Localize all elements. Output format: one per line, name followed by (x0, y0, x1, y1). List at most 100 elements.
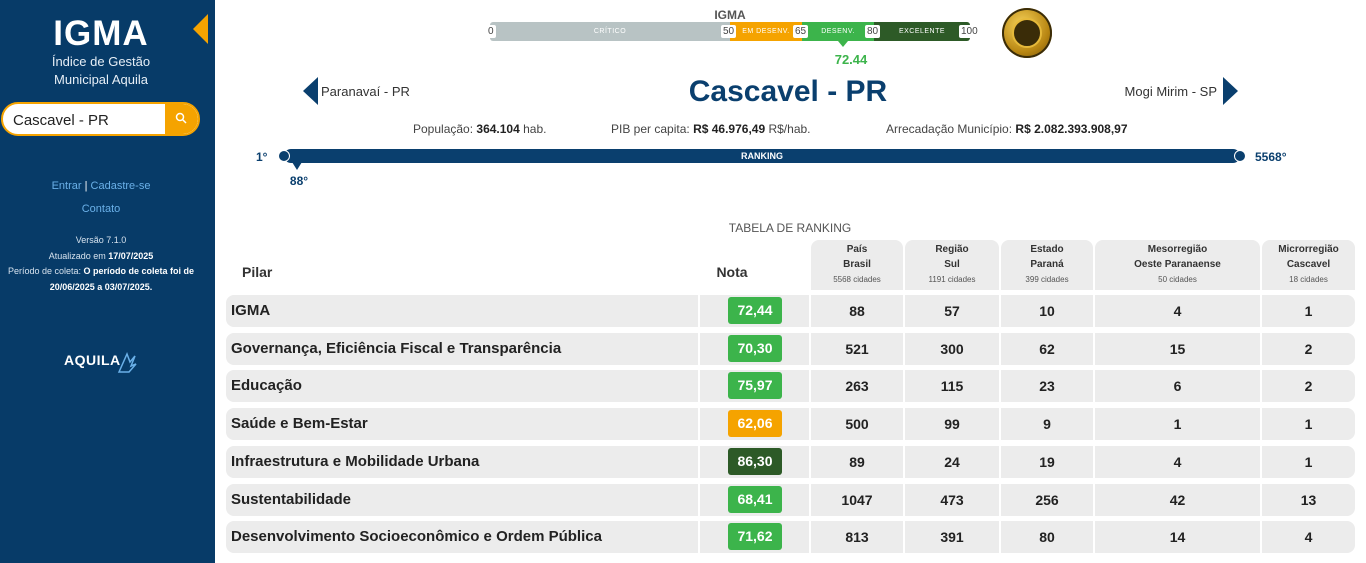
pib-value: R$ 46.976,49 (693, 122, 766, 136)
nota-badge: 75,97 (728, 372, 782, 400)
brand-logo: AQUILA (64, 352, 137, 373)
auth-links: Entrar | Cadastre-se (0, 180, 202, 192)
ranking-position: 88° (289, 174, 309, 188)
rank-regiao: 391 (905, 521, 999, 554)
period-text-2: 20/06/2025 a 03/07/2025. (49, 281, 153, 292)
col-header-line1: Mesorregião (1147, 244, 1208, 255)
col-header-count: 5568 cidades (833, 275, 881, 284)
rank-microrregiao: 2 (1262, 370, 1355, 403)
population-value: 364.104 (476, 122, 520, 136)
rank-pais: 500 (811, 408, 903, 441)
col-header-line2: Brasil (843, 259, 871, 270)
score-marker (838, 41, 848, 47)
pilar-name: Educação (226, 370, 698, 403)
logo-subtitle: Índice de Gestão Municipal Aquila (0, 53, 202, 89)
rank-mesorregiao: 14 (1095, 521, 1260, 554)
version-text: Versão 7.1.0 (75, 235, 127, 245)
col-header-line1: País (846, 244, 868, 255)
nota-cell: 86,30 (700, 445, 809, 478)
pilar-name: Sustentabilidade (226, 483, 698, 516)
brand-name: AQUILA (64, 352, 121, 368)
rank-mesorregiao: 4 (1095, 295, 1260, 327)
pilar-name: Saúde e Bem-Estar (226, 408, 698, 441)
rank-pais: 263 (811, 370, 903, 403)
login-link[interactable]: Entrar (51, 180, 82, 192)
col-header-count: 50 cidades (1158, 275, 1197, 284)
rank-pais: 813 (811, 521, 903, 554)
auth-separator: | (84, 180, 88, 192)
nota-badge: 71,62 (728, 523, 782, 551)
col-header-regiao: Região Sul 1191 cidades (905, 240, 999, 290)
col-header-mesorregiao: Mesorregião Oeste Paranaense 50 cidades (1095, 240, 1260, 290)
col-header-line2: Sul (944, 259, 960, 270)
scale-title: IGMA (714, 8, 746, 22)
logo-subtitle-line2: Municipal Aquila (54, 72, 148, 87)
next-city-arrow-icon[interactable] (1223, 77, 1238, 105)
search-box (1, 102, 200, 136)
scale-tick-80: 80 (865, 25, 881, 38)
table-row: Infraestrutura e Mobilidade Urbana 86,30 8… (226, 445, 1355, 478)
rank-estado: 80 (1001, 521, 1093, 554)
segment-critico: CRÍTICO (490, 22, 730, 41)
ranking-max: 5568° (1255, 150, 1287, 164)
ranking-end-dot (1234, 150, 1246, 162)
logo-subtitle-line1: Índice de Gestão (51, 54, 151, 69)
rank-estado: 19 (1001, 445, 1093, 478)
population-stat: População: 364.104 hab. (413, 122, 546, 136)
rank-microrregiao: 1 (1262, 408, 1355, 441)
table-row: Governança, Eficiência Fiscal e Transpar… (226, 332, 1355, 365)
pib-stat: PIB per capita: R$ 46.976,49 R$/hab. (611, 122, 811, 136)
rank-mesorregiao: 15 (1095, 332, 1260, 365)
rank-microrregiao: 1 (1262, 295, 1355, 327)
next-city-link[interactable]: Mogi Mirim - SP (1124, 84, 1217, 99)
medal-center (1012, 18, 1042, 48)
col-header-line1: Estado (1030, 244, 1064, 255)
col-header-line1: Região (935, 244, 969, 255)
rank-microrregiao: 4 (1262, 521, 1355, 554)
ranking-start-dot (278, 150, 290, 162)
period-label: Período de coleta: (7, 266, 82, 276)
prev-city-arrow-icon[interactable] (303, 77, 318, 105)
pilar-name: Governança, Eficiência Fiscal e Transpar… (226, 332, 698, 365)
rank-regiao: 57 (905, 295, 999, 327)
scale-tick-65: 65 (793, 25, 809, 38)
search-button[interactable] (165, 104, 198, 134)
rank-estado: 256 (1001, 483, 1093, 516)
sidebar-collapse-icon[interactable] (193, 14, 208, 44)
table-row: Educação 75,97 263 115 23 6 2 (226, 370, 1355, 403)
rank-mesorregiao: 6 (1095, 370, 1260, 403)
rank-regiao: 115 (905, 370, 999, 403)
city-search-input[interactable] (11, 104, 165, 134)
col-header-line2: Cascavel (1286, 259, 1331, 270)
period-line2: 20/06/2025 a 03/07/2025. (0, 280, 202, 296)
rank-pais: 1047 (811, 483, 903, 516)
rank-pais: 521 (811, 332, 903, 365)
rank-regiao: 24 (905, 445, 999, 478)
rank-estado: 62 (1001, 332, 1093, 365)
table-title: TABELA DE RANKING (728, 221, 852, 235)
rank-regiao: 99 (905, 408, 999, 441)
prev-city-link[interactable]: Paranavaí - PR (321, 84, 410, 99)
score-value: 72.44 (834, 52, 868, 67)
nota-badge: 68,41 (728, 485, 782, 513)
scale-tick-50: 50 (721, 25, 737, 38)
logo-title: IGMA (53, 14, 149, 53)
rank-regiao: 473 (905, 483, 999, 516)
segment-excelente: EXCELENTE (874, 22, 970, 41)
rank-estado: 23 (1001, 370, 1093, 403)
table-row: IGMA 72,44 88 57 10 4 1 (226, 295, 1355, 327)
period-text-1: O período de coleta foi de (83, 266, 195, 276)
period-line1: Período de coleta: O período de coleta f… (0, 264, 202, 280)
ranking-pointer (292, 162, 302, 170)
ranking-min: 1° (256, 150, 268, 164)
search-icon (175, 112, 187, 124)
nota-badge: 62,06 (728, 410, 782, 438)
col-header-line1: Microrregião (1278, 244, 1339, 255)
signup-link[interactable]: Cadastre-se (90, 180, 151, 192)
contact-link[interactable]: Contato (81, 203, 121, 215)
igma-scale: CRÍTICO EM DESENV. DESENV. EXCELENTE 0 5… (486, 22, 980, 41)
rank-microrregiao: 2 (1262, 332, 1355, 365)
table-row: Desenvolvimento Socioeconômico e Ordem P… (226, 521, 1355, 554)
eagle-icon (117, 352, 137, 373)
population-label: População: (413, 122, 474, 136)
